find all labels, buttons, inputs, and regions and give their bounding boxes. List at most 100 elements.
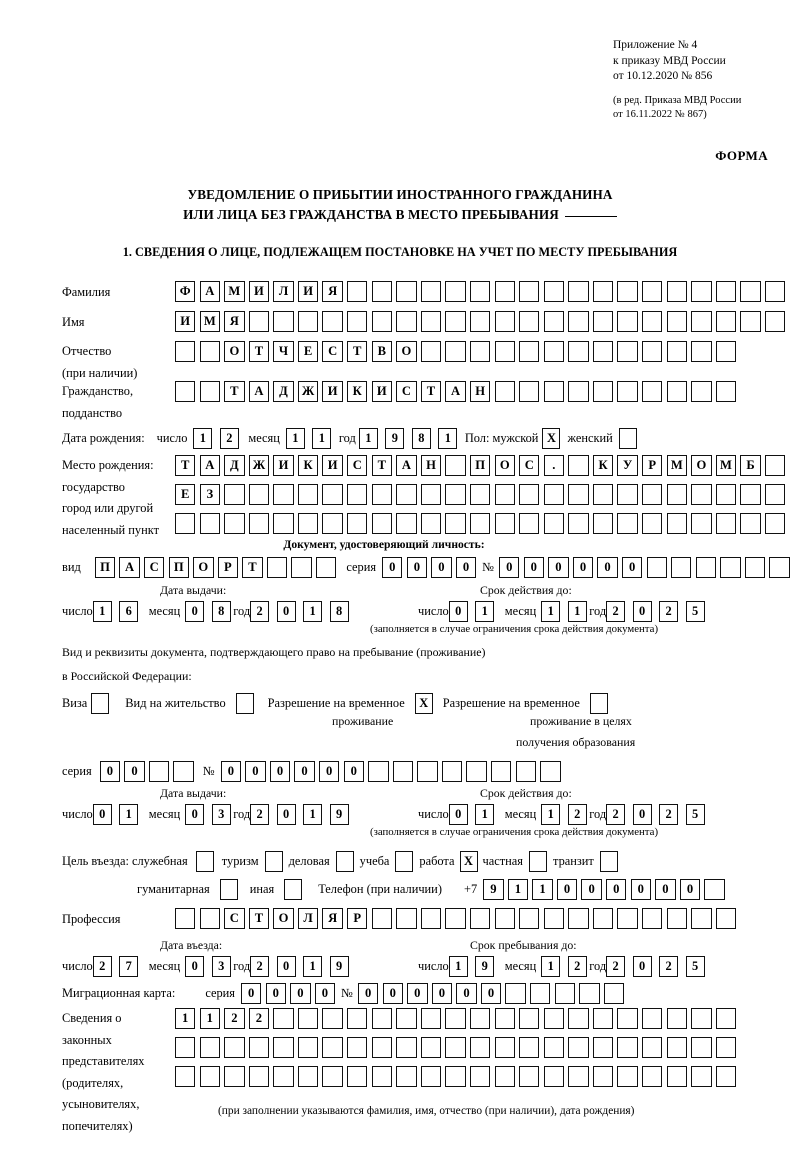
- birthplace-grid-row-3-cell[interactable]: [469, 513, 491, 534]
- birthplace-grid-row-2-cell[interactable]: [740, 484, 761, 505]
- profession-grid-cell[interactable]: Я: [322, 908, 343, 929]
- firstname-grid-cell[interactable]: [469, 311, 491, 332]
- purpose-tourism-checkbox[interactable]: [264, 850, 283, 872]
- rep-grid-row-3-cell[interactable]: [199, 1066, 220, 1087]
- birthplace-grid-row-3-cell[interactable]: [420, 513, 442, 534]
- birthplace-grid-row-1-cell[interactable]: Т: [371, 455, 393, 476]
- citizenship-grid-cell[interactable]: [494, 381, 515, 402]
- title-blank-line[interactable]: [564, 207, 617, 217]
- rep-grid-row-3-cell[interactable]: [519, 1066, 540, 1087]
- permit-number-grid-cell[interactable]: [540, 760, 561, 782]
- doc-number-grid-cell[interactable]: [646, 556, 667, 578]
- profession-grid-cell[interactable]: Л: [297, 908, 319, 929]
- permit-number-grid-cell[interactable]: 0: [220, 760, 242, 782]
- birthplace-grid-row-1-cell[interactable]: С: [347, 455, 368, 476]
- profession-grid-cell[interactable]: [641, 908, 663, 929]
- migcard-number-grid-cell[interactable]: 0: [480, 982, 502, 1004]
- stay-year-digit[interactable]: 5: [685, 955, 705, 977]
- doctype-grid-cell[interactable]: С: [143, 556, 165, 578]
- permit-valid-year-digit[interactable]: 2: [606, 803, 626, 825]
- patronymic-grid-cell[interactable]: [469, 341, 491, 362]
- permit-issue-day-digit[interactable]: 1: [119, 803, 139, 825]
- surname-grid-cell[interactable]: [715, 281, 737, 302]
- rep-grid-row-1-cell[interactable]: [617, 1008, 638, 1029]
- permit-number-grid-cell[interactable]: [417, 760, 438, 782]
- doc-series-grid-cell[interactable]: 0: [455, 556, 477, 578]
- citizenship-grid-cell[interactable]: [715, 381, 737, 402]
- surname-grid-cell[interactable]: [420, 281, 442, 302]
- doc-issue-year-digit[interactable]: 0: [276, 600, 296, 622]
- profession-grid-cell[interactable]: Р: [347, 908, 368, 929]
- migcard-number-grid-cell[interactable]: 0: [456, 982, 477, 1004]
- rep-grid-row-2-cell[interactable]: [666, 1037, 687, 1058]
- firstname-grid-cell[interactable]: И: [175, 311, 196, 332]
- doc-series-grid-cell[interactable]: 0: [406, 556, 428, 578]
- rep-grid-row-3-cell[interactable]: [420, 1066, 442, 1087]
- birthplace-grid-row-1-cell[interactable]: Т: [175, 455, 196, 476]
- migcard-number-grid-cell[interactable]: 0: [407, 982, 428, 1004]
- surname-grid-cell[interactable]: Ф: [175, 281, 196, 302]
- migcard-number-grid-cell[interactable]: [579, 982, 600, 1004]
- patronymic-grid-cell[interactable]: [715, 341, 737, 362]
- birthplace-grid-row-1-cell[interactable]: Н: [420, 455, 442, 476]
- entry-month-digit[interactable]: 0: [185, 955, 205, 977]
- birthplace-grid-row-1-cell[interactable]: А: [199, 455, 220, 476]
- permit-valid-year-digit[interactable]: 0: [632, 803, 652, 825]
- citizenship-grid-cell[interactable]: Д: [273, 381, 294, 402]
- rep-grid-row-1-cell[interactable]: [445, 1008, 466, 1029]
- birthplace-grid-row-1-cell[interactable]: О: [494, 455, 515, 476]
- profession-grid-cell[interactable]: [199, 908, 220, 929]
- doc-series-grid-cell[interactable]: 0: [431, 556, 452, 578]
- firstname-grid-cell[interactable]: [322, 311, 343, 332]
- rep-grid-row-2-cell[interactable]: [469, 1037, 491, 1058]
- firstname-grid-cell[interactable]: [715, 311, 737, 332]
- birthplace-grid-row-3-cell[interactable]: [445, 513, 466, 534]
- doc-issue-day-digit[interactable]: 1: [92, 600, 112, 622]
- sex-female-checkbox[interactable]: [618, 427, 637, 449]
- birthplace-grid-row-1-cell[interactable]: К: [297, 455, 319, 476]
- citizenship-grid-cell[interactable]: Н: [469, 381, 491, 402]
- rep-grid-row-1-cell[interactable]: 1: [175, 1008, 196, 1029]
- doc-number-grid-cell[interactable]: [744, 556, 766, 578]
- birth-year-digit[interactable]: 1: [438, 427, 458, 449]
- permit-number-grid-cell[interactable]: 0: [245, 760, 266, 782]
- rep-grid-row-1-cell[interactable]: [371, 1008, 393, 1029]
- citizenship-grid-cell[interactable]: А: [445, 381, 466, 402]
- birthplace-grid-row-2-cell[interactable]: [666, 484, 687, 505]
- birthplace-grid-row-3-cell[interactable]: [371, 513, 393, 534]
- patronymic-grid-cell[interactable]: [666, 341, 687, 362]
- profession-grid-cell[interactable]: [592, 908, 614, 929]
- birthplace-grid-row-3-cell[interactable]: [322, 513, 343, 534]
- phone-grid-cell[interactable]: 0: [581, 878, 602, 900]
- patronymic-grid-cell[interactable]: С: [322, 341, 343, 362]
- birthplace-grid-row-2-cell[interactable]: [224, 484, 245, 505]
- firstname-grid-cell[interactable]: [691, 311, 712, 332]
- rep-grid-row-3-cell[interactable]: [371, 1066, 393, 1087]
- doc-valid-year-digit[interactable]: 5: [685, 600, 705, 622]
- patronymic-grid-cell[interactable]: Т: [248, 341, 270, 362]
- rep-grid-row-1-cell[interactable]: 1: [199, 1008, 220, 1029]
- migcard-number-grid-cell[interactable]: [505, 982, 526, 1004]
- firstname-grid-cell[interactable]: [568, 311, 589, 332]
- citizenship-grid-cell[interactable]: И: [371, 381, 393, 402]
- rep-grid-row-3-cell[interactable]: [322, 1066, 343, 1087]
- birthplace-grid-row-2-cell[interactable]: [592, 484, 614, 505]
- migcard-series-grid-cell[interactable]: 0: [241, 982, 262, 1004]
- permit-valid-month-digit[interactable]: 2: [567, 803, 587, 825]
- birthplace-grid-row-3-cell[interactable]: [592, 513, 614, 534]
- doc-number-grid-cell[interactable]: [769, 556, 790, 578]
- rep-grid-row-2-cell[interactable]: [371, 1037, 393, 1058]
- permit-number-grid-cell[interactable]: 0: [318, 760, 340, 782]
- profession-grid-cell[interactable]: [666, 908, 687, 929]
- birthplace-grid-row-3-cell[interactable]: [494, 513, 515, 534]
- citizenship-grid-cell[interactable]: [641, 381, 663, 402]
- rep-grid-row-3-cell[interactable]: [617, 1066, 638, 1087]
- purpose-study-checkbox[interactable]: [395, 850, 414, 872]
- phone-grid-cell[interactable]: 0: [606, 878, 627, 900]
- birthplace-grid-row-3-cell[interactable]: [273, 513, 294, 534]
- birthplace-grid-row-1-cell[interactable]: .: [543, 455, 565, 476]
- phone-grid-cell[interactable]: 0: [556, 878, 578, 900]
- doctype-grid-cell[interactable]: А: [119, 556, 140, 578]
- permit-series-grid-cell[interactable]: [148, 760, 170, 782]
- birthplace-grid-row-3-cell[interactable]: [199, 513, 220, 534]
